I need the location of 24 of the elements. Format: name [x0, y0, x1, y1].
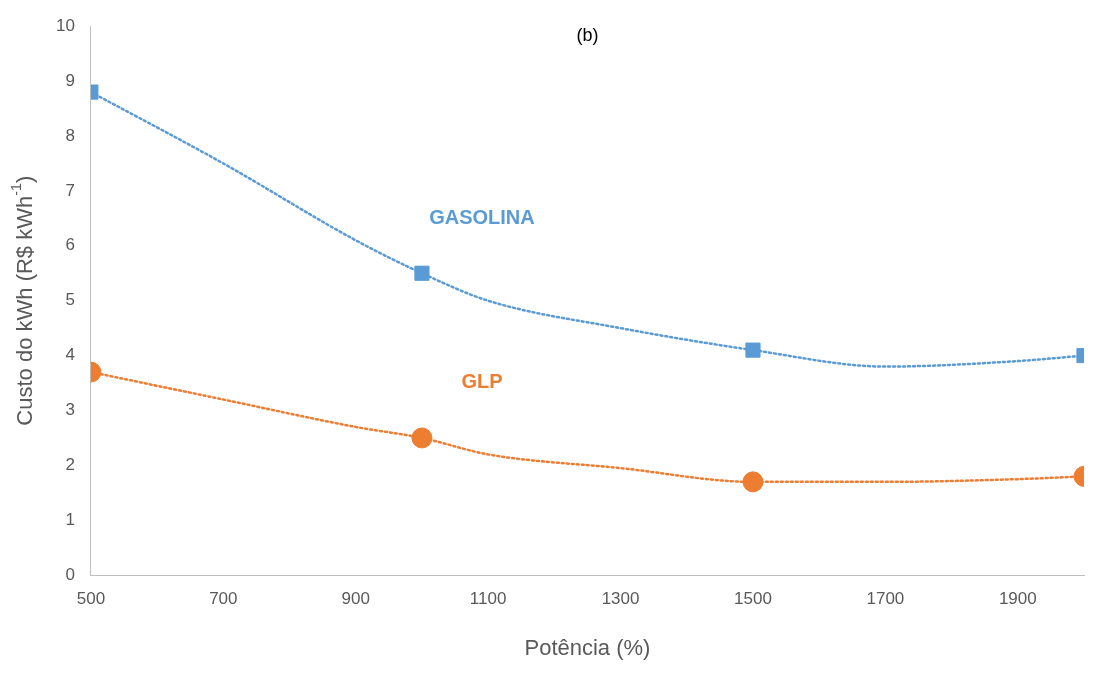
x-tick-label: 1100	[469, 589, 507, 609]
x-tick-label: 1300	[601, 589, 640, 609]
y-axis-title: Custo do kWh (R$ kWh-1)	[8, 175, 38, 426]
x-tick-label: 1700	[866, 589, 905, 609]
y-tick-label: 1	[65, 509, 75, 529]
y-tick-label: 9	[65, 70, 75, 90]
series-label: GASOLINA	[429, 205, 535, 228]
chart-title: (b)	[576, 25, 599, 46]
x-tick-label: 900	[341, 589, 370, 609]
y-tick-label: 5	[65, 290, 75, 310]
y-tick-label: 10	[55, 15, 75, 35]
x-tick-label: 1500	[734, 589, 772, 609]
y-tick-label: 3	[65, 400, 75, 420]
y-tick-label: 4	[65, 345, 75, 365]
y-tick-label: 6	[65, 235, 75, 255]
y-tick-label: 8	[65, 125, 75, 145]
x-tick-label: 1900	[998, 589, 1037, 609]
text: GLP	[461, 370, 503, 393]
y-tick-label: 7	[65, 180, 75, 200]
y-tick-label: 2	[65, 455, 75, 475]
x-tick-label: 500	[76, 589, 106, 609]
y-tick-label: 0	[65, 564, 75, 584]
x-axis-title: Potência (%)	[524, 634, 651, 660]
x-tick-label: 700	[209, 589, 238, 609]
